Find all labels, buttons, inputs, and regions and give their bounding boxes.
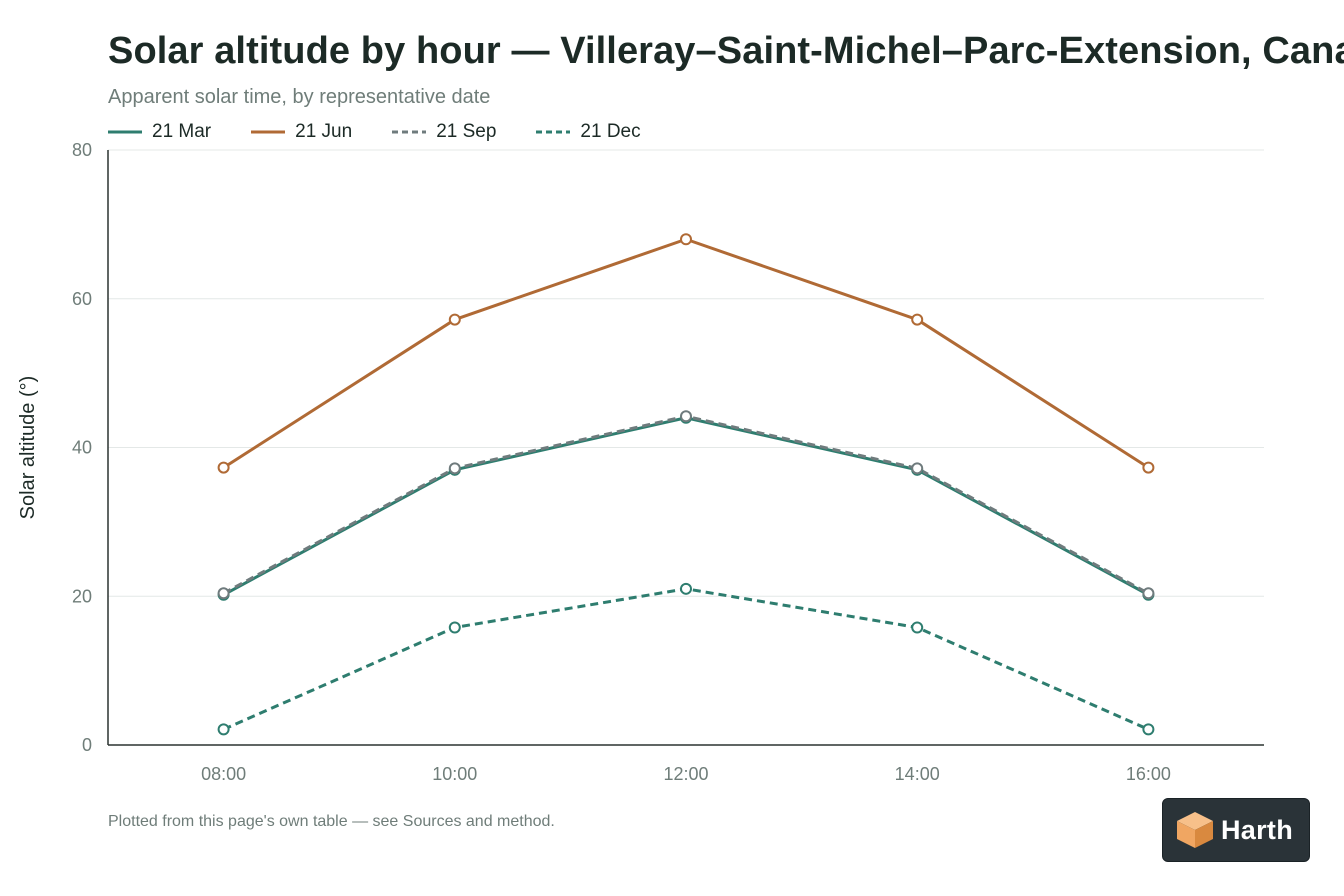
y-tick-label-80: 80 <box>72 140 92 160</box>
data-point-21-dec-1000 <box>448 621 461 634</box>
data-point-21-dec-1400 <box>911 621 924 634</box>
y-tick-label-40: 40 <box>72 438 92 458</box>
data-point-21-sep-1400 <box>911 462 924 475</box>
y-tick-label-60: 60 <box>72 289 92 309</box>
isometric-cube-icon <box>1177 812 1213 848</box>
chart-subtitle: Apparent solar time, by representative d… <box>108 86 491 108</box>
x-tick-label-1200: 12:00 <box>663 764 708 784</box>
data-point-21-jun-1200 <box>680 233 692 246</box>
y-tick-label-20: 20 <box>72 586 92 606</box>
data-point-21-jun-1600 <box>1142 461 1155 474</box>
legend-swatch-21-mar <box>108 130 142 134</box>
legend-swatch-21-dec <box>536 130 571 134</box>
data-point-21-jun-0800 <box>217 461 230 474</box>
legend-swatch-21-sep <box>392 130 427 134</box>
legend-label-21-sep: 21 Sep <box>436 121 497 142</box>
chart-title: Solar altitude by hour — Villeray–Saint-… <box>108 30 1344 72</box>
data-point-21-sep-0800 <box>217 587 230 600</box>
data-point-21-sep-1600 <box>1142 587 1155 600</box>
legend-item-21-jun: 21 Jun <box>251 121 352 143</box>
legend-item-21-sep: 21 Sep <box>392 121 496 143</box>
series-line-21-dec <box>222 587 1150 731</box>
series-line-21-jun <box>222 237 1150 469</box>
data-point-21-dec-1200 <box>680 582 692 595</box>
chart-legend: 21 Mar 21 Jun 21 Sep 21 Dec <box>108 119 641 145</box>
legend-label-21-mar: 21 Mar <box>152 121 212 142</box>
data-point-21-jun-1400 <box>911 313 924 326</box>
x-tick-label-0800: 08:00 <box>201 764 246 784</box>
brand-badge[interactable]: Harth <box>1162 798 1310 862</box>
data-point-21-dec-1600 <box>1142 723 1155 736</box>
legend-swatch-21-jun <box>251 130 286 134</box>
x-tick-label-1000: 10:00 <box>432 764 477 784</box>
legend-label-21-dec: 21 Dec <box>580 121 641 142</box>
legend-item-21-mar: 21 Mar <box>108 121 211 143</box>
series-line-21-mar <box>222 416 1150 597</box>
data-point-21-sep-1000 <box>448 462 461 475</box>
source-note: Plotted from this page's own table — see… <box>108 813 555 830</box>
data-point-21-dec-0800 <box>217 723 230 736</box>
legend-item-21-dec: 21 Dec <box>536 121 641 143</box>
brand-name: Harth <box>1221 814 1294 845</box>
x-tick-label-1400: 14:00 <box>895 764 940 784</box>
y-axis-label: Solar altitude (°) <box>17 376 39 520</box>
series-line-21-sep <box>222 414 1150 595</box>
line-chart: 0 20 40 60 80 08:00 10:00 12:00 14:00 16:00 Solar … <box>17 140 1264 784</box>
y-tick-label-0: 0 <box>82 735 92 755</box>
legend-label-21-jun: 21 Jun <box>295 121 353 142</box>
data-point-21-sep-1200 <box>680 410 692 423</box>
data-point-21-jun-1000 <box>448 313 461 326</box>
x-tick-label-1600: 16:00 <box>1126 764 1171 784</box>
